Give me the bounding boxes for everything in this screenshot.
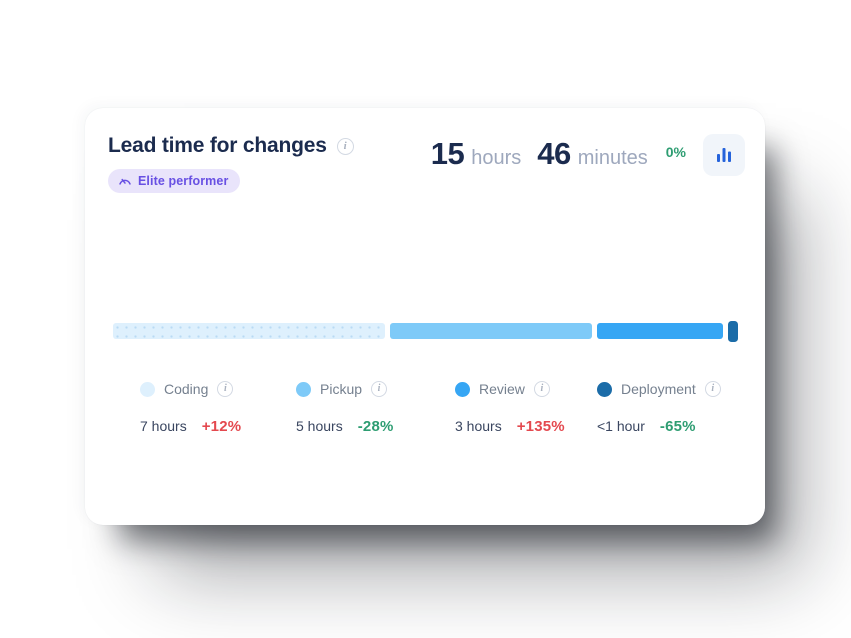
header-left: Lead time for changes i Elite performer [108,134,354,193]
bar-segment-pickup[interactable] [389,323,592,339]
legend-label: Review [479,381,525,397]
total-change-badge: 0% [665,144,686,160]
info-icon[interactable]: i [336,137,354,155]
segment-change: -65% [659,418,696,435]
info-icon[interactable]: i [533,381,550,397]
segment-duration: 3 hours [455,418,502,434]
legend-dot-deployment [597,381,612,397]
bar-chart-button[interactable] [703,134,745,176]
segment-duration: <1 hour [597,418,645,434]
segments-legend: Coding i 7 hours +12% Pickup i 5 hours -… [140,379,740,435]
bar-segment-review[interactable] [596,323,723,339]
elite-performer-badge: Elite performer [108,169,241,193]
segment-column-review: Review i 3 hours +135% [455,379,597,435]
header-right: 15 hours 46 minutes 0% [431,134,745,176]
info-icon[interactable]: i [704,381,721,397]
segment-column-coding: Coding i 7 hours +12% [140,379,296,435]
lead-time-stacked-bar [113,320,738,342]
legend-dot-pickup [296,381,311,397]
segment-column-pickup: Pickup i 5 hours -28% [296,379,455,435]
info-icon[interactable]: i [371,381,388,397]
segment-change: +12% [201,418,242,435]
bar-segment-coding[interactable] [113,323,385,339]
segment-column-deployment: Deployment i <1 hour -65% [597,379,740,435]
minutes-unit: minutes [577,147,648,169]
segment-change: +135% [516,418,565,435]
segment-duration: 5 hours [296,418,343,434]
badge-label: Elite performer [138,174,229,188]
legend-item-review: Review i [455,379,597,399]
legend-item-deployment: Deployment i [597,379,740,399]
hours-value: 15 [430,136,465,171]
legend-item-pickup: Pickup i [296,379,455,399]
page-title: Lead time for changes [108,134,327,157]
gauge-icon [119,178,131,185]
bar-segment-deployment[interactable] [728,320,738,342]
total-lead-time: 15 hours 46 minutes [431,136,648,172]
legend-label: Deployment [621,381,696,397]
legend-dot-coding [140,381,155,397]
info-icon[interactable]: i [217,381,234,397]
bar-chart-icon [717,148,731,162]
legend-dot-review [455,381,470,397]
legend-label: Coding [164,381,209,397]
card-header: Lead time for changes i Elite performer … [108,134,745,193]
minutes-value: 46 [537,136,571,171]
hours-unit: hours [471,147,522,169]
segment-duration: 7 hours [140,418,187,434]
lead-time-card: Lead time for changes i Elite performer … [85,108,765,525]
segment-change: -28% [357,418,394,435]
legend-label: Pickup [320,381,363,397]
legend-item-coding: Coding i [140,379,296,399]
